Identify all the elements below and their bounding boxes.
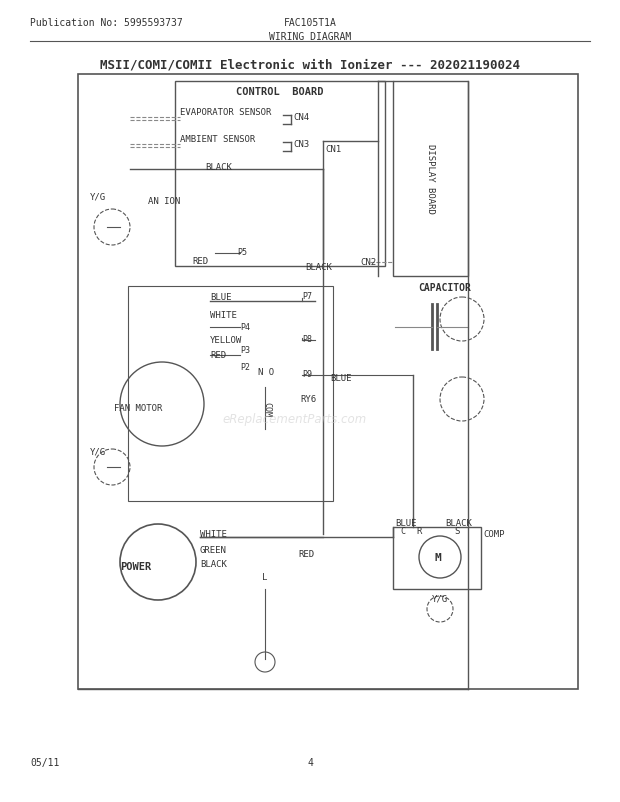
Text: P2: P2 [240, 363, 250, 371]
Text: Y/G: Y/G [90, 448, 106, 456]
Text: CN3: CN3 [293, 140, 309, 149]
Text: BLACK: BLACK [205, 163, 232, 172]
Text: C: C [400, 526, 405, 535]
Text: Y/G: Y/G [432, 594, 448, 603]
Text: CN4: CN4 [293, 113, 309, 122]
Text: BLACK: BLACK [200, 559, 227, 569]
Text: 05/11: 05/11 [30, 757, 60, 767]
Text: eReplacementParts.com: eReplacementParts.com [223, 413, 367, 426]
Text: Y/G: Y/G [90, 192, 106, 200]
Text: N O: N O [258, 367, 274, 376]
Text: CN1: CN1 [325, 145, 341, 154]
Text: WIRING DIAGRAM: WIRING DIAGRAM [269, 32, 351, 42]
Text: P9: P9 [302, 370, 312, 379]
Text: BLUE: BLUE [330, 374, 352, 383]
Text: L: L [262, 573, 267, 581]
Text: YELLOW: YELLOW [210, 335, 242, 345]
Bar [128, 286, 333, 501]
Text: POWER: POWER [120, 561, 152, 571]
Text: Publication No: 5995593737: Publication No: 5995593737 [30, 18, 183, 28]
Text: P5: P5 [237, 248, 247, 257]
Text: DISPLAY BOARD: DISPLAY BOARD [425, 144, 435, 213]
Text: BLACK: BLACK [305, 263, 332, 272]
Text: BLUE: BLUE [210, 293, 231, 302]
Bar [393, 82, 468, 277]
Text: CAPACITOR: CAPACITOR [418, 282, 471, 293]
Text: P3: P3 [240, 346, 250, 354]
Text: BLACK: BLACK [445, 518, 472, 528]
Text: EVAPORATOR SENSOR: EVAPORATOR SENSOR [180, 107, 272, 117]
Text: 4: 4 [307, 757, 313, 767]
Text: FAC105T1A: FAC105T1A [283, 18, 337, 28]
Text: RED: RED [192, 257, 208, 265]
Text: P4: P4 [240, 322, 250, 331]
Text: P8: P8 [302, 334, 312, 343]
Bar [393, 528, 481, 589]
Text: RED: RED [210, 350, 226, 359]
Text: CN2: CN2 [360, 257, 376, 267]
Bar [175, 82, 385, 267]
Text: S: S [454, 526, 459, 535]
Text: WHITE: WHITE [200, 529, 227, 538]
Text: MSII/COMI/COMII Electronic with Ionizer --- 202021190024: MSII/COMI/COMII Electronic with Ionizer … [100, 58, 520, 71]
Text: RY6: RY6 [300, 395, 316, 403]
Text: COMP: COMP [483, 529, 505, 538]
Text: CONTROL  BOARD: CONTROL BOARD [236, 87, 324, 97]
Text: BLUE: BLUE [395, 518, 417, 528]
Text: GREEN: GREEN [200, 545, 227, 554]
Bar [78, 75, 578, 689]
Text: M: M [435, 553, 441, 562]
Text: AMBIENT SENSOR: AMBIENT SENSOR [180, 135, 255, 144]
Text: COM: COM [262, 402, 271, 417]
Text: FAN MOTOR: FAN MOTOR [114, 403, 162, 412]
Text: R: R [416, 526, 422, 535]
Text: RED: RED [298, 549, 314, 558]
Text: P7: P7 [302, 292, 312, 301]
Text: AN ION: AN ION [148, 196, 180, 206]
Text: WHITE: WHITE [210, 310, 237, 320]
